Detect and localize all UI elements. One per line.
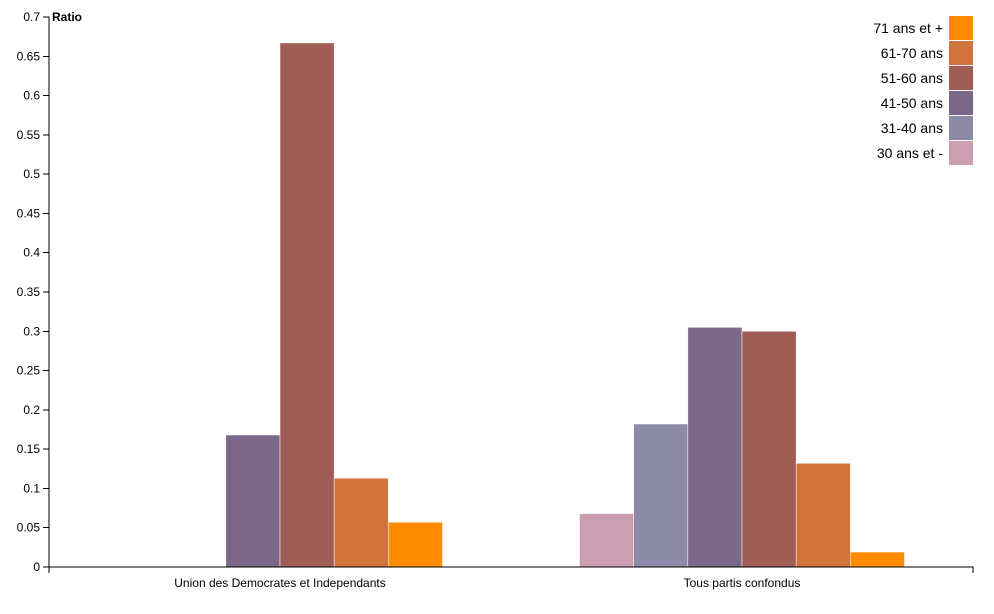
legend-label: 71 ans et + [873,20,943,36]
bar [388,521,443,568]
legend-swatch [949,41,973,65]
x-tick-label: Tous partis confondus [684,576,801,590]
legend-item: 71 ans et + [873,16,973,40]
bar [795,463,851,568]
legend-item: 61-70 ans [881,41,973,65]
y-tick-label: 0.25 [17,364,41,378]
legend-swatch [949,91,973,115]
bar [579,513,634,568]
legend-item: 31-40 ans [881,116,973,140]
x-axis: Union des Democrates et Independants Tous… [48,566,974,590]
y-tick-label: 0 [33,560,40,574]
legend-item: 41-50 ans [881,91,973,115]
y-tick-label: 0.55 [17,128,41,142]
y-tick-label: 0.6 [23,89,40,103]
bar [633,423,689,568]
bar [333,477,389,568]
legend-item: 51-60 ans [881,66,973,90]
y-tick-label: 0.35 [17,285,41,299]
y-tick-label: 0.2 [23,403,40,417]
legend: 71 ans et + 61-70 ans 51-60 ans 41-50 ans 31… [873,16,973,165]
bar [687,327,743,568]
legend-item: 30 ans et - [877,141,973,165]
y-tick-label: 0.7 [23,10,40,24]
legend-swatch [949,16,973,40]
legend-swatch [949,141,973,165]
legend-label: 51-60 ans [881,70,943,86]
y-tick-label: 0.05 [17,521,41,535]
bar [279,42,335,568]
y-tick-label: 0.45 [17,206,41,220]
x-tick-label: Union des Democrates et Independants [174,576,385,590]
legend-label: 31-40 ans [881,120,943,136]
bar [741,331,797,568]
bar [225,434,281,568]
y-tick-label: 0.65 [17,49,41,63]
y-tick-label: 0.15 [17,442,41,456]
bars-layer [225,42,905,568]
y-tick-label: 0.3 [23,324,40,338]
x-axis-line [48,566,974,573]
y-tick-label: 0.1 [23,481,40,495]
legend-label: 61-70 ans [881,45,943,61]
legend-swatch [949,66,973,90]
bar [850,551,905,568]
y-tick-label: 0.5 [23,167,40,181]
y-axis: 0 0.05 0.1 0.15 0.2 0.25 0.3 0.35 0.4 0.45 0.5 0.55… [17,10,50,574]
legend-label: 30 ans et - [877,145,943,161]
y-tick-label: 0.4 [23,246,40,260]
legend-label: 41-50 ans [881,95,943,111]
legend-swatch [949,116,973,140]
y-axis-title: Ratio [52,10,82,24]
